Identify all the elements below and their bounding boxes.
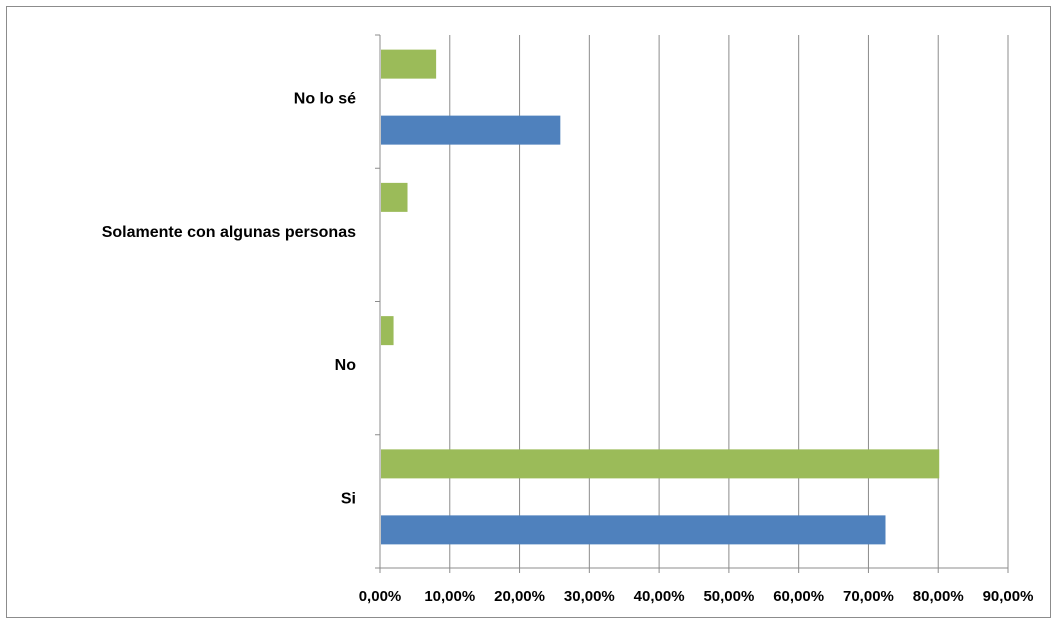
labels: 0,00% 10,00% 20,00% 30,00% 40,00% 50,00% 60,00… — [102, 91, 1034, 605]
x-tick-label: 40,00% — [634, 588, 685, 605]
x-tick-label: 70,00% — [843, 588, 894, 605]
gridlines — [449, 35, 1009, 568]
category-label: No — [335, 357, 357, 374]
bar-series-1 — [381, 115, 561, 145]
x-tick-label: 10,00% — [424, 588, 475, 605]
bar-series-2 — [381, 449, 940, 479]
bar-series-2 — [381, 49, 437, 79]
x-tick-label: 60,00% — [773, 588, 824, 605]
category-label: Solamente con algunas personas — [102, 224, 356, 241]
bars — [381, 49, 940, 545]
x-tick-label: 50,00% — [703, 588, 754, 605]
category-label: Si — [341, 490, 356, 507]
axes — [375, 34, 1009, 573]
x-tick-label: 90,00% — [983, 588, 1034, 605]
bar-series-2 — [381, 182, 408, 212]
bar-series-1 — [381, 515, 886, 545]
bar-series-2 — [381, 316, 394, 346]
x-tick-label: 80,00% — [913, 588, 964, 605]
x-tick-label: 30,00% — [564, 588, 615, 605]
x-tick-label: 0,00% — [359, 588, 402, 605]
category-label: No lo sé — [294, 91, 356, 108]
x-tick-label: 20,00% — [494, 588, 545, 605]
